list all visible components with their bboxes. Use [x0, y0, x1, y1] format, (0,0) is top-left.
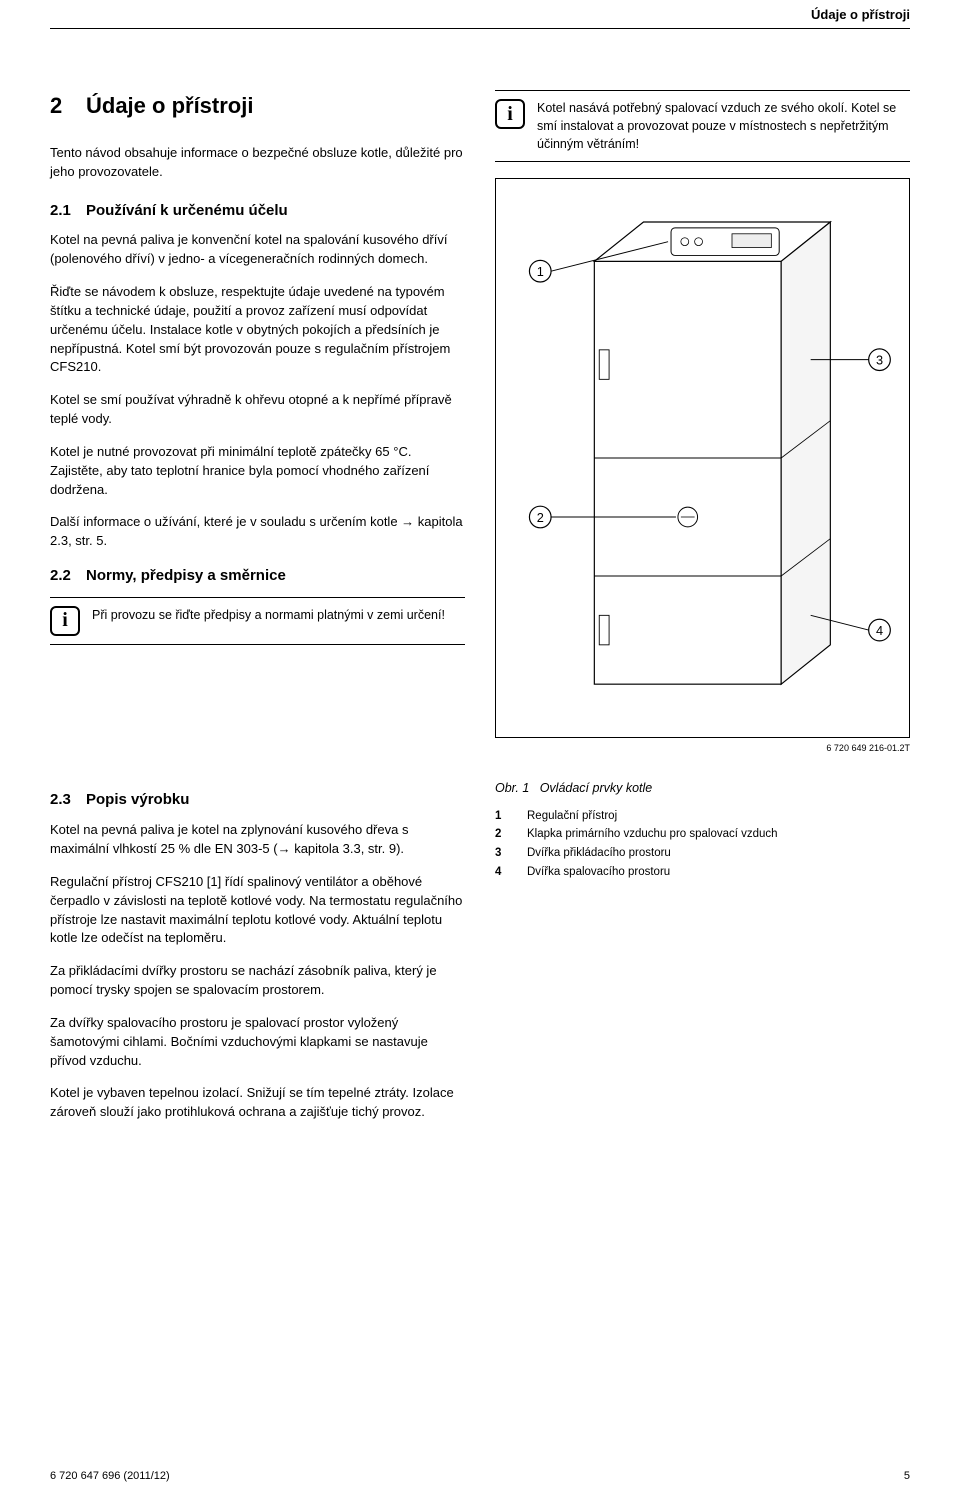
sub23-p2: Regulační přístroj CFS210 [1] řídí spali… — [50, 873, 465, 948]
right-column: i Kotel nasává potřebný spalovací vzduch… — [495, 90, 910, 771]
subsection-22-title: Normy, předpisy a směrnice — [86, 567, 286, 584]
subsection-21-num: 2.1 — [50, 200, 86, 222]
footer-page-number: 5 — [904, 1469, 910, 1485]
sub23-p3: Za přikládacími dvířky prostoru se nachá… — [50, 962, 465, 1000]
figure-caption-text: Ovládací prvky kotle — [540, 781, 653, 795]
subsection-23-heading: 2.3Popis výrobku — [50, 789, 465, 811]
info-22-text: Při provozu se řiďte předpisy a normami … — [92, 606, 465, 624]
info-right-text: Kotel nasává potřebný spalovací vzduch z… — [537, 99, 910, 153]
info-box-22: i Při provozu se řiďte předpisy a normam… — [50, 597, 465, 645]
figure-caption: Obr. 1 Ovládací prvky kotle — [495, 779, 910, 797]
subsection-23-title: Popis výrobku — [86, 791, 189, 808]
sub21-p3: Kotel se smí používat výhradně k ohřevu … — [50, 391, 465, 429]
legend-text: Dvířka přikládacího prostoru — [527, 845, 671, 862]
legend-num: 4 — [495, 864, 507, 881]
sub23-p1: Kotel na pevná paliva je kotel na zplyno… — [50, 821, 465, 859]
subsection-22-num: 2.2 — [50, 565, 86, 587]
lower-right: Obr. 1 Ovládací prvky kotle 1 Regulační … — [495, 779, 910, 1136]
callout-3: 3 — [876, 353, 883, 368]
section-title-text: Údaje o přístroji — [86, 93, 253, 118]
subsection-23-num: 2.3 — [50, 789, 86, 811]
sub21-p5: Další informace o užívání, které je v so… — [50, 513, 465, 551]
subsection-22-heading: 2.2Normy, předpisy a směrnice — [50, 565, 465, 587]
boiler-svg: 1 2 3 4 — [496, 179, 909, 737]
callout-4: 4 — [876, 623, 883, 638]
section-number: 2 — [50, 90, 86, 122]
legend-num: 3 — [495, 845, 507, 862]
section-heading: 2Údaje o přístroji — [50, 90, 465, 122]
legend-num: 1 — [495, 808, 507, 825]
left-column: 2Údaje o přístroji Tento návod obsahuje … — [50, 90, 465, 771]
info-icon: i — [50, 606, 80, 636]
legend-text: Regulační přístroj — [527, 808, 617, 825]
legend-text: Klapka primárního vzduchu pro spalovací … — [527, 826, 778, 843]
figure-legend: 1 Regulační přístroj 2 Klapka primárního… — [495, 808, 910, 881]
main-columns: 2Údaje o přístroji Tento návod obsahuje … — [50, 90, 910, 771]
running-header: Údaje o přístroji — [811, 6, 910, 25]
figure-caption-prefix: Obr. 1 — [495, 781, 529, 795]
sub23-p4: Za dvířky spalovacího prostoru je spalov… — [50, 1014, 465, 1071]
boiler-diagram: 1 2 3 4 — [495, 178, 910, 738]
header-rule — [50, 28, 910, 29]
legend-row: 1 Regulační přístroj — [495, 808, 910, 825]
lower-columns: 2.3Popis výrobku Kotel na pevná paliva j… — [50, 779, 910, 1136]
legend-row: 3 Dvířka přikládacího prostoru — [495, 845, 910, 862]
legend-row: 2 Klapka primárního vzduchu pro spalovac… — [495, 826, 910, 843]
diagram-id-label: 6 720 649 216-01.2T — [495, 742, 910, 755]
info-box-right: i Kotel nasává potřebný spalovací vzduch… — [495, 90, 910, 162]
info-icon: i — [495, 99, 525, 129]
sub21-p2: Řiďte se návodem k obsluze, respektujte … — [50, 283, 465, 377]
footer-left: 6 720 647 696 (2011/12) — [50, 1469, 170, 1485]
sub21-p4: Kotel je nutné provozovat při minimální … — [50, 443, 465, 500]
callout-2: 2 — [537, 510, 544, 525]
subsection-21-heading: 2.1Používání k určenému účelu — [50, 200, 465, 222]
sub21-p1: Kotel na pevná paliva je konvenční kotel… — [50, 231, 465, 269]
subsection-21-title: Používání k určenému účelu — [86, 202, 288, 219]
legend-text: Dvířka spalovacího prostoru — [527, 864, 670, 881]
lower-left: 2.3Popis výrobku Kotel na pevná paliva j… — [50, 779, 465, 1136]
sub23-p5: Kotel je vybaven tepelnou izolací. Snižu… — [50, 1084, 465, 1122]
section-intro: Tento návod obsahuje informace o bezpečn… — [50, 144, 465, 182]
page-footer: 6 720 647 696 (2011/12) 5 — [50, 1469, 910, 1485]
callout-1: 1 — [537, 264, 544, 279]
legend-num: 2 — [495, 826, 507, 843]
legend-row: 4 Dvířka spalovacího prostoru — [495, 864, 910, 881]
